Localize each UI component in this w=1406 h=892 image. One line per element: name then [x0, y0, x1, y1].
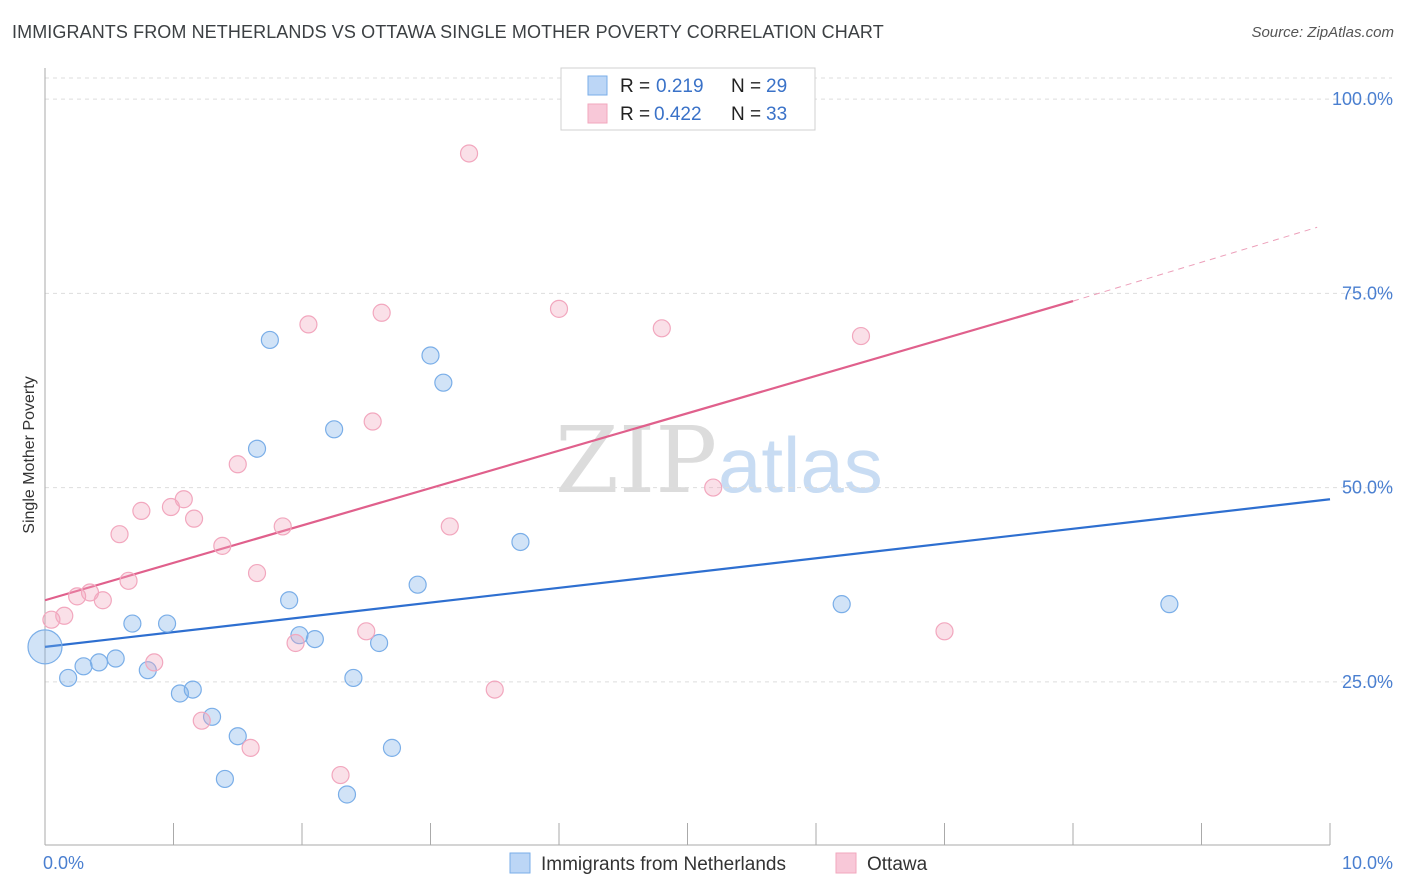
bottom-legend-swatch-netherlands: [509, 852, 531, 874]
chart-title: IMMIGRANTS FROM NETHERLANDS VS OTTAWA SI…: [12, 22, 884, 42]
point-s0-5: [123, 614, 142, 633]
legend-n-label-2: N =: [731, 104, 761, 125]
x-tick-label-1: 10.0%: [1342, 853, 1393, 873]
correlation-legend: R = 0.219 N = 29 R = 0.422 N = 33: [560, 67, 816, 131]
trend-line-0: [44, 498, 1331, 648]
point-s0-24: [421, 346, 440, 365]
point-s1-19: [299, 315, 318, 334]
point-s0-4: [106, 649, 125, 668]
point-s1-16: [247, 563, 267, 583]
point-s1-31: [851, 326, 871, 346]
point-s0-10: [202, 707, 222, 726]
point-s0-14: [260, 330, 279, 350]
y-axis-label: Single Mother Poverty: [21, 376, 38, 533]
point-s1-25: [459, 144, 479, 163]
point-s0-23: [408, 575, 427, 594]
point-s1-11: [184, 509, 204, 528]
point-s1-27: [549, 299, 569, 318]
point-s0-22: [382, 738, 402, 757]
point-s1-4: [93, 591, 112, 610]
y-tick-label-3: 100.0%: [1332, 89, 1393, 109]
point-s1-26: [485, 680, 504, 699]
point-s0-3: [89, 653, 109, 672]
point-s0-9: [183, 680, 202, 699]
legend-n-value-1: 29: [766, 76, 787, 97]
point-s0-1: [59, 668, 78, 688]
point-s1-29: [652, 319, 671, 338]
point-s1-7: [132, 501, 151, 520]
series-legend: Immigrants from Netherlands Ottawa: [509, 852, 928, 875]
point-s1-21: [357, 622, 376, 641]
point-s0-28: [1160, 595, 1179, 614]
point-s0-17: [305, 629, 324, 649]
axes: [44, 68, 1331, 846]
point-s0-27: [832, 595, 851, 614]
legend-swatch-ottawa: [587, 103, 608, 124]
point-s1-24: [440, 517, 459, 536]
point-s0-7: [157, 614, 177, 633]
point-s0-15: [280, 591, 299, 610]
y-tick-label-2: 75.0%: [1342, 283, 1393, 303]
y-tick-labels: 25.0% 50.0% 75.0% 100.0%: [1332, 89, 1393, 692]
legend-n-label-1: N =: [731, 76, 761, 97]
point-s0-12: [228, 727, 247, 746]
point-s1-32: [935, 622, 954, 641]
point-s1-20: [331, 765, 350, 785]
point-s1-12: [192, 711, 211, 730]
grid-lines: [45, 77, 1392, 683]
point-s1-22: [363, 412, 382, 431]
point-s0-20: [344, 668, 363, 688]
point-s0-25: [434, 373, 453, 392]
point-s0-21: [370, 633, 389, 653]
y-tick-label-0: 25.0%: [1342, 672, 1393, 692]
legend-r-label-1: R =: [620, 76, 650, 97]
legend-n-value-2: 33: [766, 104, 787, 125]
point-s0-13: [247, 439, 267, 458]
bottom-legend-swatch-ottawa: [835, 852, 857, 874]
point-s1-5: [110, 525, 129, 544]
point-s0-2: [74, 657, 93, 676]
watermark-atlas: atlas: [718, 421, 883, 509]
x-tick-label-0: 0.0%: [43, 853, 84, 873]
legend-r-value-2: 0.422: [654, 104, 702, 125]
point-s0-18: [325, 420, 344, 439]
point-s1-15: [241, 738, 260, 757]
point-s1-6: [119, 571, 138, 590]
trend-line-1: [44, 300, 1074, 602]
point-s1-13: [213, 536, 232, 555]
source-label: Source: ZipAtlas.com: [1251, 24, 1394, 41]
point-s1-17: [273, 517, 292, 536]
watermark-zip: ZIP: [555, 407, 717, 514]
legend-r-value-1: 0.219: [656, 76, 704, 97]
y-tick-label-1: 50.0%: [1342, 478, 1393, 498]
point-s0-19: [337, 785, 357, 804]
trend-lines: [44, 226, 1331, 648]
point-s1-1: [55, 606, 74, 625]
bottom-legend-netherlands: Immigrants from Netherlands: [541, 854, 786, 875]
legend-r-label-2: R =: [620, 104, 650, 125]
point-s1-23: [372, 303, 391, 322]
trend-line-extension-1: [1072, 226, 1318, 302]
point-s1-10: [174, 490, 193, 509]
bottom-legend-ottawa: Ottawa: [867, 854, 928, 875]
point-s0-0: [27, 629, 63, 665]
data-points: [27, 89, 1179, 804]
x-tick-labels: 0.0% 10.0%: [43, 853, 1393, 873]
point-s1-18: [286, 633, 305, 653]
point-s1-8: [145, 653, 164, 672]
point-s0-11: [215, 769, 234, 789]
point-s1-30: [704, 478, 723, 497]
point-s1-14: [228, 455, 247, 474]
point-s0-26: [511, 532, 530, 552]
legend-swatch-netherlands: [587, 75, 608, 96]
